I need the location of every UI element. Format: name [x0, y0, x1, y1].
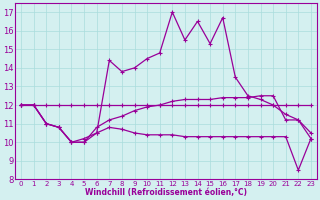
- X-axis label: Windchill (Refroidissement éolien,°C): Windchill (Refroidissement éolien,°C): [85, 188, 247, 197]
